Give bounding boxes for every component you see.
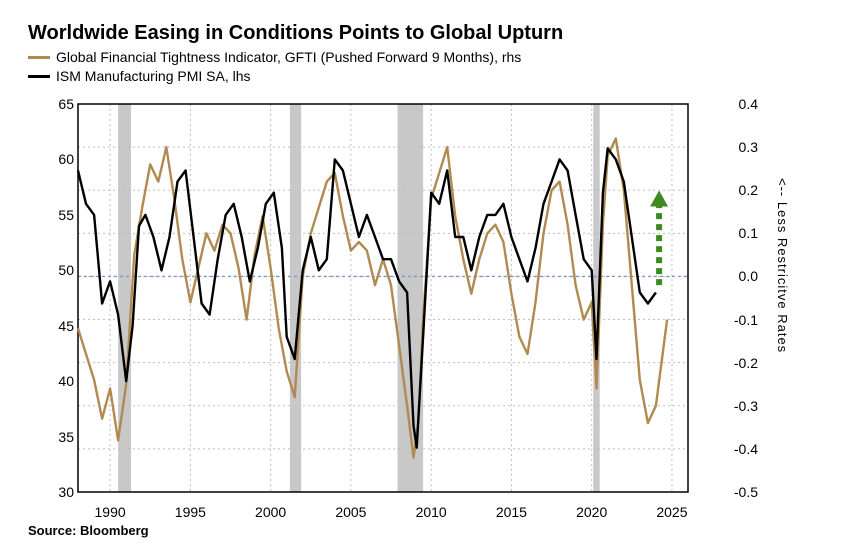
y-right-tick: 0.4 — [704, 96, 758, 112]
y-right-tick: -0.5 — [704, 484, 758, 500]
legend-swatch-gfti — [28, 56, 50, 59]
y-left-tick: 60 — [38, 151, 74, 167]
source-label: Source: Bloomberg — [28, 523, 149, 538]
x-tick: 2010 — [416, 504, 447, 520]
y-left-tick: 45 — [38, 318, 74, 334]
y-left-tick: 35 — [38, 429, 74, 445]
legend-swatch-pmi — [28, 75, 50, 78]
figure: Worldwide Easing in Conditions Points to… — [0, 0, 848, 552]
y-right-tick: 0.3 — [704, 139, 758, 155]
x-tick: 2000 — [255, 504, 286, 520]
y-right-tick: 0.2 — [704, 182, 758, 198]
x-tick: 2025 — [656, 504, 687, 520]
y-left-tick: 40 — [38, 373, 74, 389]
y-right-tick: -0.3 — [704, 398, 758, 414]
y-left-tick: 65 — [38, 96, 74, 112]
y-right-tick: -0.2 — [704, 355, 758, 371]
legend-item-pmi: ISM Manufacturing PMI SA, lhs — [28, 67, 521, 86]
y-right-tick: -0.4 — [704, 441, 758, 457]
x-tick: 1990 — [95, 504, 126, 520]
y-right-tick: 0.1 — [704, 225, 758, 241]
legend-label-pmi: ISM Manufacturing PMI SA, lhs — [56, 67, 251, 86]
y-left-tick: 50 — [38, 262, 74, 278]
legend-item-gfti: Global Financial Tightness Indicator, GF… — [28, 48, 521, 67]
y-left-tick: 55 — [38, 207, 74, 223]
right-axis-label: <-- Less Restricitve Rates — [775, 178, 790, 353]
legend-label-gfti: Global Financial Tightness Indicator, GF… — [56, 48, 521, 67]
y-right-tick: -0.1 — [704, 312, 758, 328]
legend: Global Financial Tightness Indicator, GF… — [28, 48, 521, 86]
x-tick: 2015 — [496, 504, 527, 520]
y-left-tick: 30 — [38, 484, 74, 500]
chart-title: Worldwide Easing in Conditions Points to… — [28, 22, 563, 45]
y-right-tick: 0.0 — [704, 268, 758, 284]
x-tick: 1995 — [175, 504, 206, 520]
chart-area: <-- Less Restricitve Rates 3035404550556… — [38, 98, 698, 498]
x-tick: 2005 — [335, 504, 366, 520]
plot-svg — [38, 98, 698, 498]
x-tick: 2020 — [576, 504, 607, 520]
